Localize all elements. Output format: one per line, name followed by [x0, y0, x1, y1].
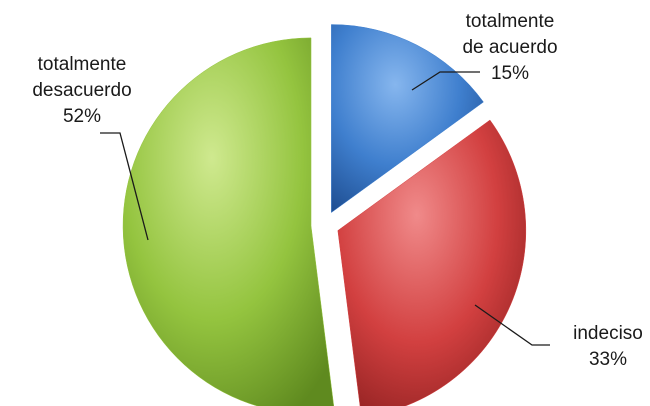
slice-totalmente-desacuerdo-category-label: desacuerdo [32, 80, 131, 101]
slice-totalmente-de-acuerdo-category-label: de acuerdo [462, 37, 557, 58]
slice-indeciso-value-label: 33% [589, 349, 627, 370]
slice-indeciso-category-label: indeciso [573, 323, 643, 344]
slice-totalmente-desacuerdo-value-label: 52% [63, 106, 101, 127]
slice-totalmente-desacuerdo [122, 37, 335, 406]
slice-totalmente-de-acuerdo-category-label: totalmente [466, 11, 555, 32]
slice-indeciso-leader-line [474, 304, 550, 346]
slice-totalmente-de-acuerdo-leader-line [411, 71, 480, 91]
slice-indeciso [337, 119, 527, 406]
slice-totalmente-de-acuerdo-value-label: 15% [491, 63, 529, 84]
slice-totalmente-desacuerdo-category-label: totalmente [38, 54, 127, 75]
slice-totalmente-desacuerdo-leader-line [100, 132, 149, 241]
